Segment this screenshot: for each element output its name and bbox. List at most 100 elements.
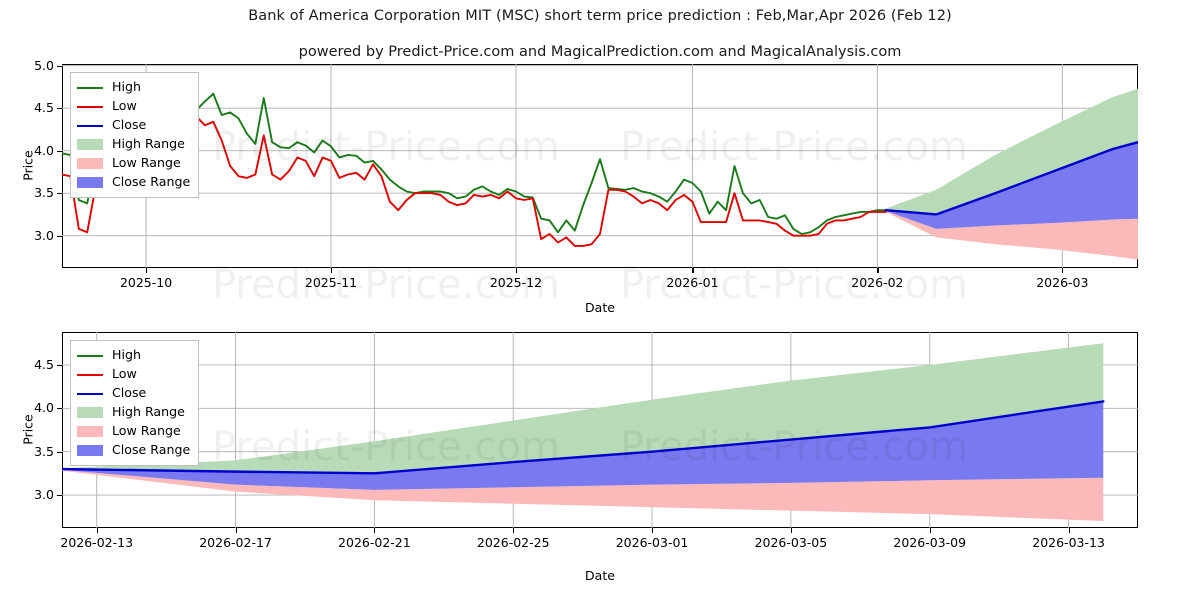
detail-y-tick: 3.0	[34, 487, 54, 503]
overview-x-tick-mark	[146, 268, 148, 273]
detail-x-tick: 2026-02-13	[60, 535, 134, 550]
legend-label: Close Range	[112, 174, 191, 190]
detail-x-tick-mark	[652, 528, 654, 533]
overview-y-tick-mark	[57, 65, 62, 67]
legend-label: Low Range	[112, 155, 181, 171]
detail-x-tick: 2026-03-01	[615, 535, 689, 550]
legend-overview-item-close-range[interactable]: Close Range	[77, 173, 190, 192]
overview-x-tick-mark	[877, 268, 879, 273]
detail-y-tick: 4.0	[34, 400, 54, 416]
legend-overview-item-low[interactable]: Low	[77, 97, 190, 116]
legend-label: Low	[112, 98, 137, 114]
overview-x-tick-mark	[515, 268, 518, 273]
overview-x-tick: 2025-10	[119, 275, 173, 290]
overview-x-tick: 2026-01	[666, 275, 719, 290]
legend-overview-item-close[interactable]: Close	[77, 116, 190, 135]
legend-label: Low Range	[112, 423, 181, 439]
detail-x-tick-mark	[929, 528, 931, 533]
overview-x-tick: 2025-11	[304, 275, 358, 290]
legend-label: High	[112, 79, 141, 95]
overview-y-tick-mark	[57, 235, 62, 237]
detail-legend: High Low Close High Range Low Range Close Ran…	[70, 340, 200, 466]
legend-line-swatch-icon	[77, 369, 103, 381]
legend-line-swatch-icon	[77, 101, 103, 113]
legend-line-swatch-icon	[77, 120, 103, 132]
detail-x-tick: 2026-03-09	[893, 535, 967, 550]
overview-legend: High Low Close High Range Low Range Close Ran…	[70, 72, 200, 198]
detail-x-tick-mark	[790, 528, 792, 533]
overview-y-tick: 5.0	[34, 57, 54, 73]
detail-x-tick: 2026-02-17	[199, 535, 272, 550]
legend-detail-item-high[interactable]: High	[77, 346, 190, 365]
legend-overview-item-low-range[interactable]: Low Range	[77, 154, 190, 173]
overview-high-range-band	[885, 88, 1138, 215]
detail-y-tick: 4.5	[34, 356, 54, 372]
legend-label: Close	[112, 385, 147, 401]
overview-y-tick: 3.5	[34, 185, 54, 201]
detail-y-tick: 3.5	[34, 443, 54, 459]
detail-series-close	[62, 400, 1105, 475]
overview-y-tick: 3.0	[34, 227, 54, 243]
overview-x-tick-mark	[692, 268, 694, 273]
detail-x-tick-mark	[513, 528, 515, 533]
detail-x-tick: 2026-02-25	[476, 535, 550, 550]
legend-line-swatch-icon	[77, 388, 103, 400]
detail-x-tick: 2026-02-21	[338, 535, 411, 550]
detail-x-tick: 2026-03-13	[1032, 535, 1105, 550]
overview-x-tick-mark	[331, 268, 333, 273]
detail-x-tick: 2026-03-05	[754, 535, 828, 550]
legend-line-swatch-icon	[77, 82, 103, 94]
legend-detail-item-low-range[interactable]: Low Range	[77, 422, 190, 441]
detail-chart-panel	[62, 332, 1138, 528]
legend-label: High	[112, 347, 141, 363]
detail-x-tick-mark	[1068, 528, 1070, 533]
detail-x-tick-mark	[374, 528, 376, 533]
legend-detail-item-close-range[interactable]: Close Range	[77, 441, 190, 460]
legend-overview-item-high-range[interactable]: High Range	[77, 135, 190, 154]
overview-series-close	[884, 141, 1138, 216]
legend-label: Low	[112, 366, 137, 382]
detail-y-tick-mark	[57, 364, 62, 367]
overview-y-tick-mark	[57, 193, 62, 195]
page-title: Bank of America Corporation MIT (MSC) sh…	[248, 8, 952, 24]
legend-line-swatch-icon	[77, 350, 103, 362]
overview-x-tick: 2026-02	[851, 275, 904, 290]
legend-label: High Range	[112, 136, 185, 152]
overview-chart-panel	[62, 64, 1138, 268]
legend-patch-swatch-icon	[77, 176, 103, 189]
detail-close-range-band	[62, 401, 1104, 490]
legend-detail-item-low[interactable]: Low	[77, 365, 190, 384]
overview-y-tick: 4.5	[34, 100, 54, 116]
legend-patch-swatch-icon	[77, 425, 103, 438]
overview-series-high	[62, 73, 887, 235]
legend-detail-item-high-range[interactable]: High Range	[77, 403, 190, 422]
legend-patch-swatch-icon	[77, 138, 103, 151]
detail-x-tick-mark	[96, 528, 98, 533]
overview-y-tick: 4.0	[34, 142, 54, 158]
overview-y-axis-label: Price	[20, 150, 36, 181]
detail-y-tick-mark	[57, 495, 62, 497]
page-subtitle: powered by Predict-Price.com and Magical…	[298, 44, 902, 60]
legend-patch-swatch-icon	[77, 406, 103, 419]
detail-y-tick-mark	[57, 451, 62, 453]
legend-patch-swatch-icon	[77, 444, 103, 457]
detail-high-range-band	[62, 343, 1104, 474]
legend-detail-item-close[interactable]: Close	[77, 384, 190, 403]
legend-overview-item-high[interactable]: High	[77, 78, 190, 97]
overview-x-tick-mark	[1062, 268, 1064, 273]
overview-x-tick: 2026-03	[1036, 275, 1089, 290]
overview-plot-svg	[62, 64, 1138, 268]
overview-low-range-band	[885, 211, 1138, 260]
legend-patch-swatch-icon	[77, 157, 103, 170]
detail-x-tick-mark	[235, 528, 237, 533]
detail-plot-svg	[62, 332, 1138, 528]
detail-y-axis-label: Price	[20, 414, 36, 445]
overview-y-tick-mark	[57, 108, 62, 110]
overview-x-tick: 2025-12	[489, 275, 543, 290]
legend-label: Close Range	[112, 442, 191, 458]
legend-label: High Range	[112, 404, 185, 420]
detail-low-range-band	[62, 469, 1104, 522]
detail-x-axis-label: Date	[585, 568, 615, 583]
overview-x-axis-label: Date	[585, 300, 615, 315]
